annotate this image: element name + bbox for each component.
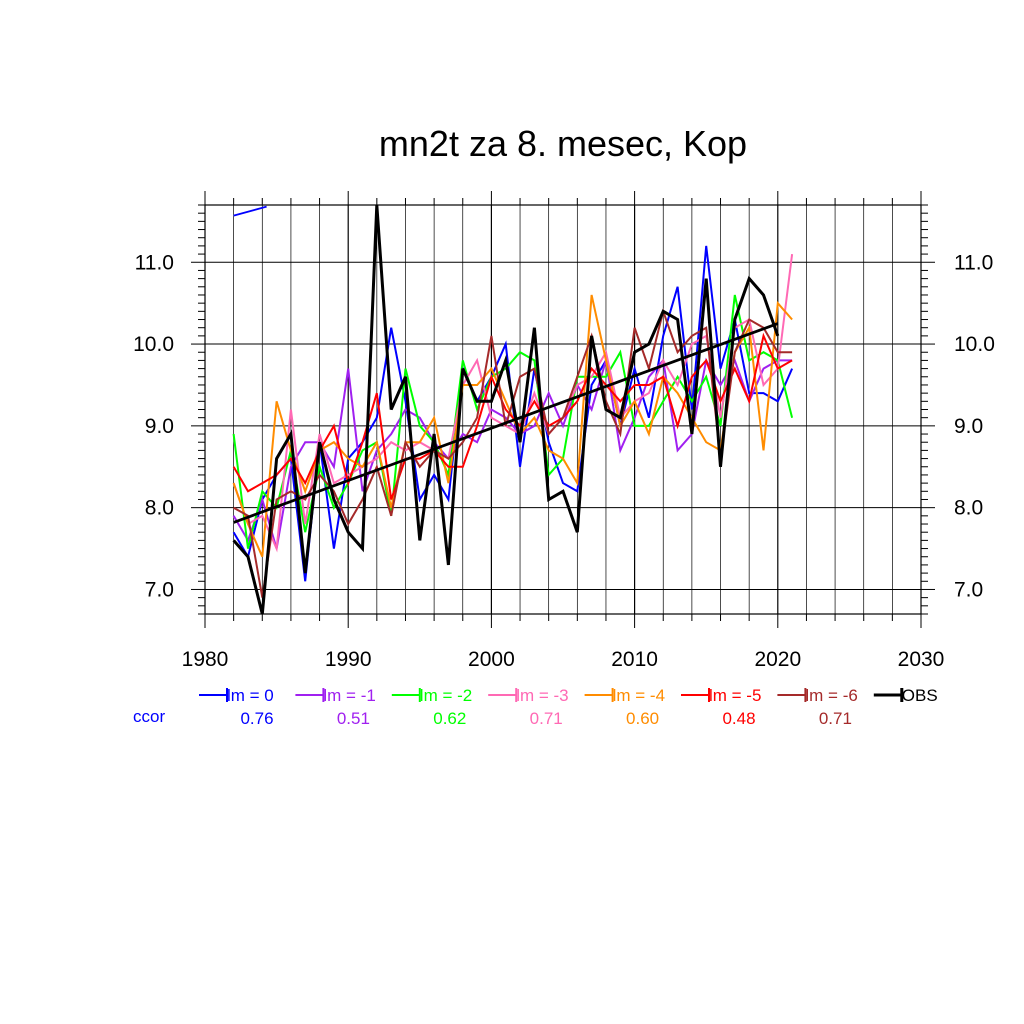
legend-label: lm = -4 (613, 686, 665, 705)
legend-label: lm = -1 (323, 686, 375, 705)
plot-frame (204, 204, 922, 615)
y-tick-label-right: 7.0 (954, 578, 983, 601)
y-tick-label-left: 8.0 (145, 497, 174, 520)
legend-label: OBS (902, 686, 938, 705)
legend-item: lm = -6 0.71 (777, 686, 858, 728)
y-tick-label-left: 10.0 (133, 333, 174, 356)
ccor-value: 0.62 (433, 709, 466, 728)
legend-label: lm = -3 (516, 686, 568, 705)
trend-line (233, 322, 779, 524)
x-tick-label: 1990 (325, 648, 372, 671)
x-tick-label: 2030 (898, 648, 945, 671)
legend-label: lm = -6 (805, 686, 857, 705)
y-tick-label-left: 9.0 (145, 415, 174, 438)
series-line-obs (232, 204, 780, 615)
legend-item: lm = 0 0.76 (199, 686, 274, 728)
y-tick-label-left: 11.0 (135, 251, 174, 274)
x-tick-label: 2010 (611, 648, 658, 671)
legend-item: lm = -3 0.71 (488, 686, 569, 728)
ccor-value: 0.71 (530, 709, 563, 728)
ccor-value: 0.71 (819, 709, 852, 728)
series-segment-lm0-top (233, 205, 267, 217)
y-tick-label-left: 7.0 (145, 578, 174, 601)
legend-item: lm = -2 0.62 (391, 686, 472, 728)
y-tick-label-right: 11.0 (954, 251, 993, 274)
x-tick-label: 2000 (468, 648, 515, 671)
legend: lm = 0 0.76 lm = -1 0.51 lm = -2 0.62 lm = -3 0… (133, 686, 938, 728)
x-tick-label: 2020 (754, 648, 801, 671)
series-layer (232, 204, 794, 615)
ccor-value: 0.48 (722, 709, 755, 728)
x-tick-label: 1980 (182, 648, 229, 671)
legend-item: lm = -5 0.48 (681, 686, 761, 728)
y-tick-label-right: 8.0 (954, 497, 983, 520)
chart-title: mn2t za 8. mesec, Kop (379, 123, 747, 164)
plot-border (204, 204, 922, 615)
legend-item: lm = -4 0.60 (584, 686, 665, 728)
ccor-value: 0.60 (626, 709, 659, 728)
legend-label: lm = -5 (709, 686, 761, 705)
legend-label: lm = -2 (420, 686, 472, 705)
legend-label: lm = 0 (227, 686, 274, 705)
axis-ticks: 1980 1990 2000 2010 2020 2030 7.0 7.0 8.0 8.0 9.0 9… (133, 191, 995, 671)
y-tick-label-right: 10.0 (954, 333, 995, 356)
ccor-label: ccor (133, 707, 165, 726)
ccor-value: 0.76 (240, 709, 273, 728)
ccor-value: 0.51 (337, 709, 370, 728)
legend-item: lm = -1 0.51 (295, 686, 376, 728)
legend-item: OBS (873, 686, 938, 705)
y-tick-label-right: 9.0 (954, 415, 983, 438)
series-line-lm-1 (232, 357, 793, 549)
grid (205, 205, 921, 614)
